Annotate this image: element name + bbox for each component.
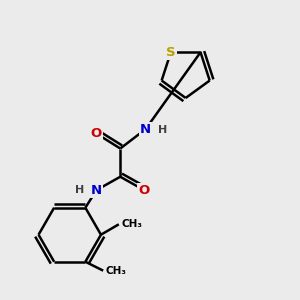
Text: S: S <box>166 46 175 59</box>
Text: H: H <box>158 125 167 135</box>
Text: N: N <box>140 123 151 136</box>
Text: O: O <box>91 127 102 140</box>
Text: H: H <box>75 184 84 194</box>
Text: CH₃: CH₃ <box>106 266 127 276</box>
Text: N: N <box>91 184 102 196</box>
Text: CH₃: CH₃ <box>121 219 142 229</box>
Text: O: O <box>138 184 150 196</box>
